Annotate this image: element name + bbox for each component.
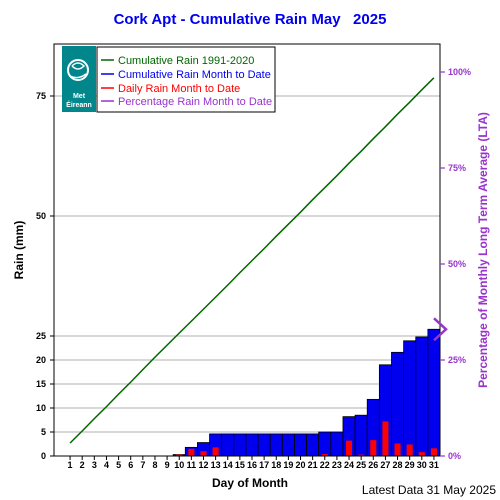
x-tick-label: 19 — [283, 460, 293, 470]
cumulative-bar — [415, 336, 429, 457]
cumulative-bar — [221, 433, 235, 457]
y-axis-label: Rain (mm) — [12, 221, 26, 280]
right-tick-label: 0% — [448, 451, 461, 461]
left-axis-ticks: 0 5 10 15 20 25 50 75 — [36, 91, 54, 461]
left-tick-label: 20 — [36, 355, 46, 365]
percentage-marker-group — [433, 317, 448, 342]
daily-bar — [430, 448, 437, 456]
legend: Cumulative Rain 1991-2020 Cumulative Rai… — [96, 46, 276, 113]
left-tick-label: 50 — [36, 211, 46, 221]
daily-bar — [176, 454, 183, 456]
daily-bar — [212, 447, 219, 456]
logo-text-met: Met — [73, 93, 86, 100]
met-eireann-logo: Met Éireann — [62, 46, 96, 112]
cumulative-bar — [306, 433, 320, 457]
x-tick-label: 31 — [429, 460, 439, 470]
cumulative-bar — [403, 340, 417, 457]
cumulative-bar — [294, 433, 307, 457]
cumulative-bar — [245, 433, 259, 457]
right-tick-label: 50% — [448, 259, 466, 269]
x-tick-label: 30 — [417, 460, 427, 470]
plot-frame — [53, 43, 441, 457]
daily-bar — [382, 421, 389, 456]
logo-wave-icon — [69, 62, 87, 79]
cumulative-bar — [427, 328, 441, 457]
left-tick-label: 25 — [36, 331, 46, 341]
left-tick-label: 75 — [36, 91, 46, 101]
x-tick-label: 3 — [92, 460, 97, 470]
cumulative-bar — [391, 351, 405, 457]
daily-bar — [188, 448, 195, 456]
daily-bar — [358, 454, 365, 456]
percentage-marker — [433, 317, 448, 342]
cumulative-bar — [257, 433, 271, 457]
logo-swirl-icon — [67, 59, 89, 81]
x-tick-label: 13 — [211, 460, 221, 470]
x-tick-label: 4 — [104, 460, 109, 470]
cumulative-bar — [318, 431, 332, 457]
x-tick-label: 20 — [296, 460, 306, 470]
lta-line — [69, 77, 435, 444]
x-tick-label: 10 — [174, 460, 184, 470]
daily-bar — [370, 440, 377, 456]
legend-label-percentage: Percentage Rain Month to Date — [118, 96, 272, 108]
right-tick-label: 25% — [448, 355, 466, 365]
x-tick-label: 27 — [380, 460, 390, 470]
x-tick-label: 25 — [356, 460, 366, 470]
x-axis-ticks: 1 2 3 4 5 6 7 8 9 10 11 12 13 14 15 16 17 18 19 20 21 22 23 24 2… — [68, 456, 439, 470]
daily-bar — [406, 444, 413, 456]
x-tick-label: 23 — [332, 460, 342, 470]
daily-bar — [418, 452, 425, 456]
x-tick-label: 8 — [152, 460, 157, 470]
x-tick-label: 18 — [271, 460, 281, 470]
x-tick-label: 17 — [259, 460, 269, 470]
legend-label-lta: Cumulative Rain 1991-2020 — [118, 55, 254, 67]
daily-bar — [200, 451, 207, 456]
x-tick-label: 1 — [68, 460, 73, 470]
chart-title: Cork Apt - Cumulative Rain May 2025 — [114, 11, 387, 28]
x-tick-label: 11 — [187, 460, 197, 470]
cumulative-bars — [172, 328, 441, 457]
latest-data-footer: Latest Data 31 May 2025 — [362, 483, 496, 497]
x-tick-label: 22 — [320, 460, 330, 470]
daily-bars — [176, 421, 437, 456]
x-axis-label: Day of Month — [212, 476, 288, 490]
legend-box — [96, 46, 276, 113]
daily-bar — [321, 454, 328, 456]
cumulative-bar — [233, 433, 247, 457]
x-tick-label: 2 — [80, 460, 85, 470]
daily-bar — [346, 440, 353, 456]
x-tick-label: 21 — [308, 460, 318, 470]
x-tick-label: 5 — [116, 460, 121, 470]
logo-text-eireann: Éireann — [66, 100, 92, 109]
x-tick-label: 28 — [393, 460, 403, 470]
daily-bar — [394, 443, 401, 456]
cumulative-bar — [354, 414, 368, 457]
x-tick-label: 26 — [368, 460, 378, 470]
right-axis-ticks: 0% 25% 50% 75% 100% — [440, 67, 471, 461]
x-tick-label: 6 — [128, 460, 133, 470]
right-tick-label: 75% — [448, 163, 466, 173]
lta-line-group — [69, 77, 435, 444]
right-tick-label: 100% — [448, 67, 471, 77]
legend-label-cumulative: Cumulative Rain Month to Date — [118, 69, 271, 81]
x-tick-label: 15 — [235, 460, 245, 470]
left-tick-label: 10 — [36, 403, 46, 413]
x-tick-label: 24 — [344, 460, 354, 470]
x-tick-label: 29 — [405, 460, 415, 470]
right-axis-label: Percentage of Monthly Long Term Average … — [476, 112, 490, 388]
cumulative-bar — [330, 431, 344, 457]
left-tick-label: 0 — [41, 451, 46, 461]
cumulative-bar — [281, 433, 295, 457]
x-tick-label: 16 — [247, 460, 257, 470]
left-tick-label: 5 — [41, 427, 46, 437]
left-tick-label: 15 — [36, 379, 46, 389]
x-tick-label: 9 — [165, 460, 170, 470]
cumulative-bar — [269, 433, 283, 457]
legend-label-daily: Daily Rain Month to Date — [118, 83, 240, 95]
x-tick-label: 7 — [140, 460, 145, 470]
x-tick-label: 14 — [223, 460, 233, 470]
x-tick-label: 12 — [198, 460, 208, 470]
